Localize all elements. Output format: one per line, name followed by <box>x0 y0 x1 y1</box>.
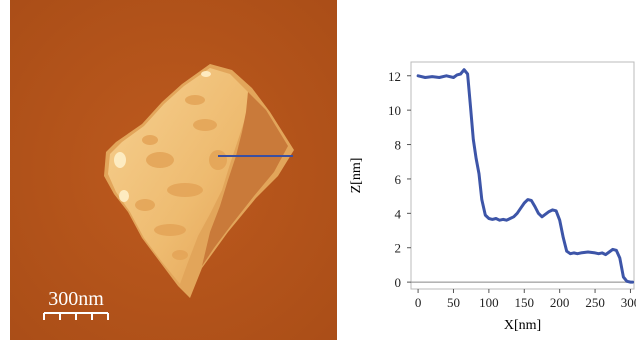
flake-patches <box>135 95 227 260</box>
flake-highlights <box>114 71 211 202</box>
y-axis-label: Z[nm] <box>349 158 364 194</box>
afm-image-panel: 300nm <box>10 0 337 340</box>
ticks: 0 50 100 150 200 250 300 0 2 4 6 8 10 12 <box>388 69 636 310</box>
afm-image: 300nm <box>10 0 337 340</box>
x-tick-label: 50 <box>447 295 460 310</box>
x-axis-label: X[nm] <box>504 318 541 333</box>
x-tick-label: 200 <box>550 295 570 310</box>
profile-chart-svg: 0 50 100 150 200 250 300 0 2 4 6 8 10 12 X[nm] Z[nm] <box>349 61 636 333</box>
height-profile-chart: 0 50 100 150 200 250 300 0 2 4 6 8 10 12 X[nm] Z[nm] <box>345 0 636 340</box>
flake-lower-step <box>202 92 288 266</box>
y-tick-label: 2 <box>395 241 402 256</box>
x-tick-label: 0 <box>415 295 422 310</box>
y-tick-label: 10 <box>388 103 401 118</box>
x-tick-label: 100 <box>479 295 499 310</box>
y-tick-label: 8 <box>395 138 402 153</box>
y-tick-label: 12 <box>388 69 401 84</box>
y-tick-label: 4 <box>395 206 402 221</box>
plot-frame <box>410 61 635 290</box>
scale-bar-label: 300nm <box>48 288 104 310</box>
profile-line <box>416 68 635 284</box>
y-tick-label: 0 <box>395 275 402 290</box>
x-tick-label: 150 <box>515 295 535 310</box>
scale-bar: 300nm <box>43 288 109 320</box>
x-tick-label: 250 <box>585 295 605 310</box>
x-tick-label: 300 <box>621 295 636 310</box>
axes <box>410 61 635 290</box>
plot-area <box>416 68 635 284</box>
y-tick-label: 6 <box>395 172 402 187</box>
